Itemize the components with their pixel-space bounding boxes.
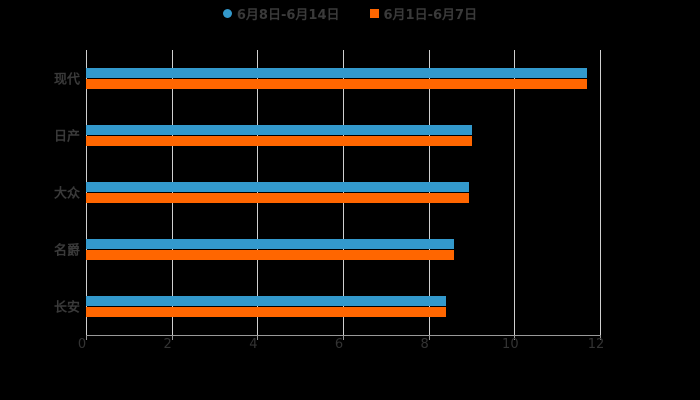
x-tick [171, 335, 173, 340]
x-tick [600, 335, 601, 340]
x-tick [514, 335, 516, 340]
legend-label: 6月8日-6月14日 [236, 7, 340, 23]
chart-legend: 6月8日-6月14日 6月1日-6月7日 [0, 3, 700, 23]
category-label: 长安 [53, 300, 80, 315]
x-tick-label: 12 [587, 337, 605, 352]
bar[interactable] [86, 181, 470, 192]
category-label: 大众 [53, 186, 80, 201]
x-tick-label: 0 [77, 337, 87, 352]
plot-area [86, 50, 601, 335]
x-tick [257, 335, 259, 340]
bar[interactable] [86, 67, 588, 78]
category-label: 名爵 [53, 243, 80, 258]
gridline [514, 50, 516, 335]
legend-label: 6月1日-6月7日 [383, 7, 478, 23]
bar[interactable] [86, 249, 455, 260]
bar[interactable] [86, 124, 472, 135]
bar[interactable] [86, 192, 470, 203]
bar[interactable] [86, 295, 446, 306]
bar[interactable] [86, 238, 455, 249]
circle-marker-icon [222, 8, 232, 18]
category-label: 现代 [53, 72, 80, 87]
square-marker-icon [369, 8, 379, 18]
legend-item-series-1[interactable]: 6月8日-6月14日 [222, 4, 340, 23]
x-tick-label: 4 [249, 337, 258, 352]
gridline [600, 50, 601, 335]
x-tick-label: 8 [420, 337, 429, 352]
x-tick [86, 335, 87, 340]
category-label: 日产 [53, 129, 80, 144]
x-tick [428, 335, 430, 340]
bar[interactable] [86, 306, 446, 317]
legend-item-series-2[interactable]: 6月1日-6月7日 [369, 4, 478, 23]
x-tick-label: 10 [502, 337, 519, 352]
x-tick-label: 6 [334, 337, 344, 352]
bar[interactable] [86, 135, 472, 146]
x-tick-label: 2 [163, 337, 172, 352]
x-tick [343, 335, 344, 340]
bar[interactable] [86, 78, 588, 89]
